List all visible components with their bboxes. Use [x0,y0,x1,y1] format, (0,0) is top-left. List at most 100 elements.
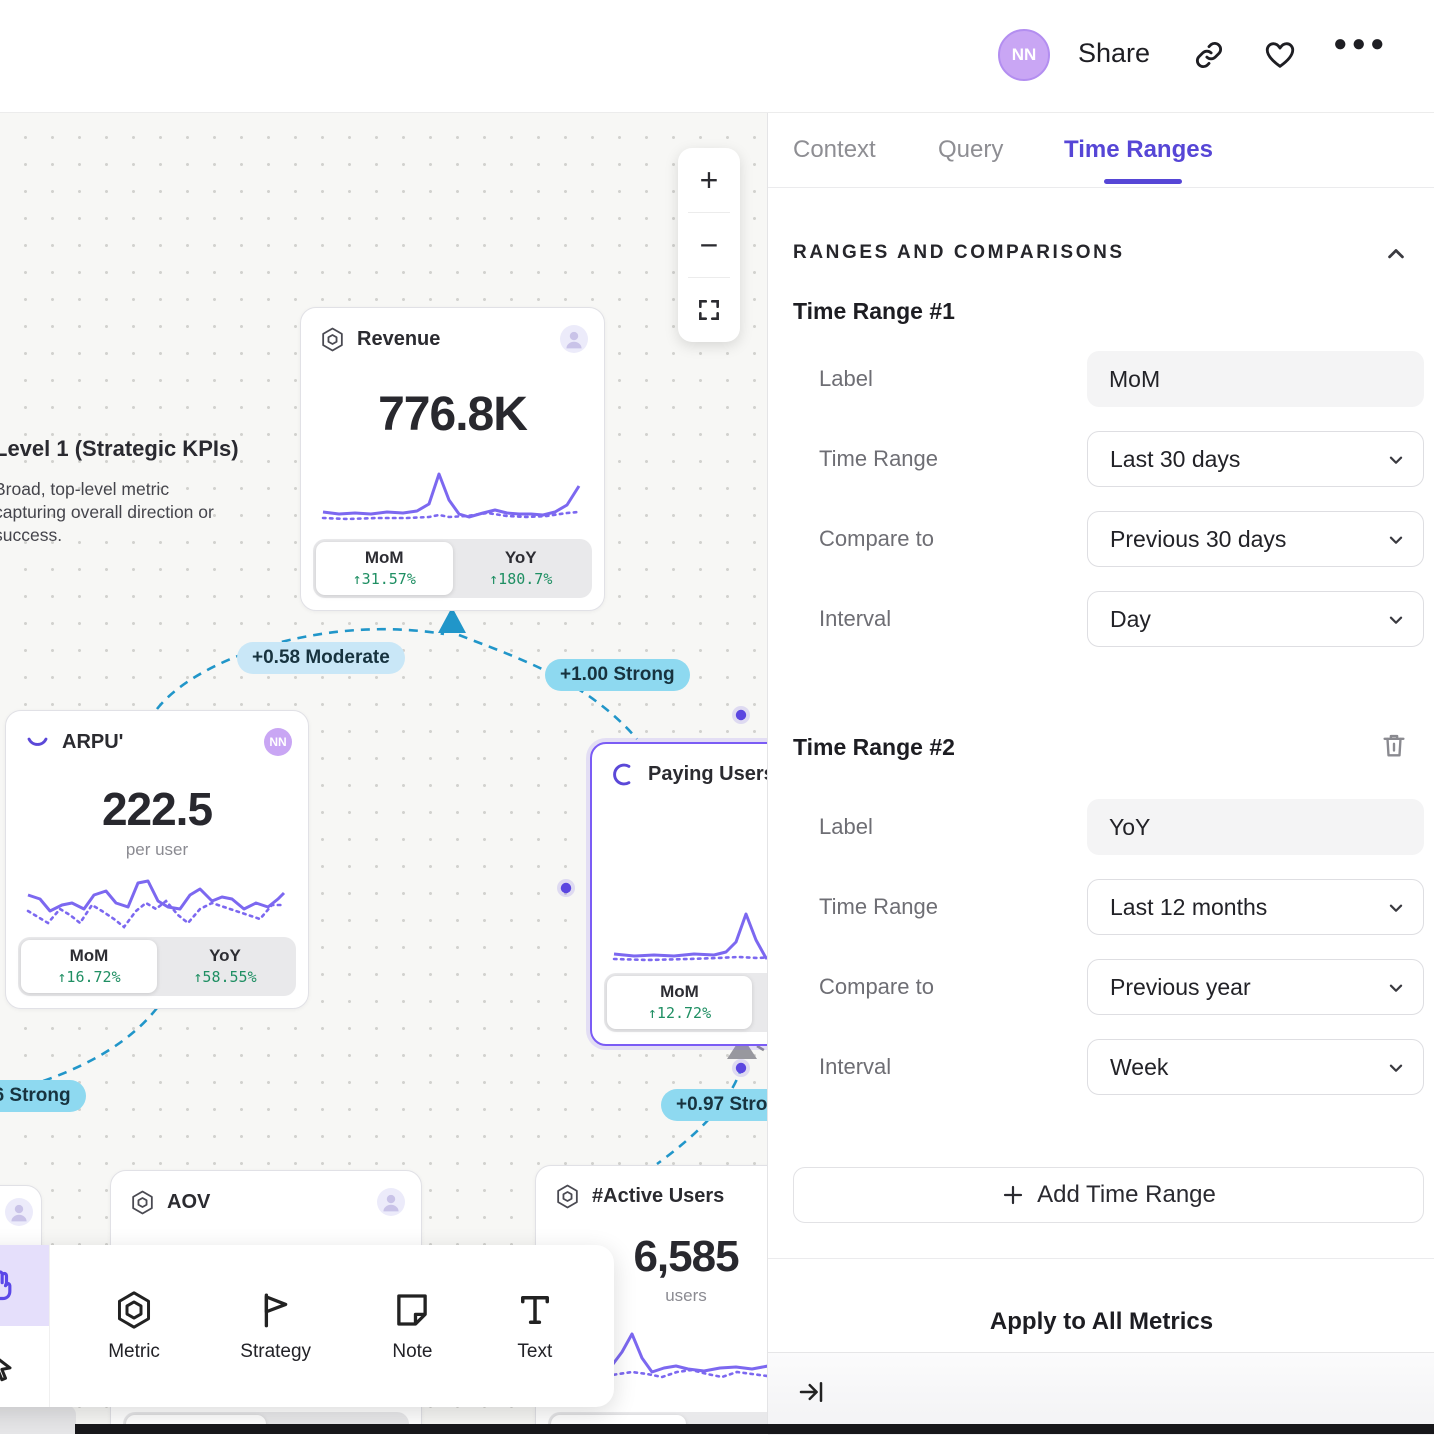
compare-to-select[interactable]: Previous 30 days [1087,511,1424,567]
collaborator-avatar: NN [264,728,292,756]
user-avatar[interactable]: NN [998,29,1050,81]
metric-card-revenue[interactable]: Revenue 776.8K MoM ↑31.57% YoY ↑180.7% [300,307,605,611]
zoom-out-button[interactable]: − [699,226,719,263]
metric-value: 6,585 [633,1232,739,1281]
sparkline [321,472,581,521]
time-range-field-label: Time Range [819,446,939,471]
chevron-down-icon [1385,977,1407,999]
group-annotation-body: Broad, top-level metric capturing overal… [0,479,214,546]
metric-value: 776.8K [378,388,528,441]
correlation-badge: +0.97 Strong [661,1089,767,1121]
compare-to-select[interactable]: Previous year [1087,959,1424,1015]
add-time-range-button[interactable]: Add Time Range [793,1167,1424,1223]
yoy-toggle[interactable]: YoY [752,976,767,1029]
compare-to-field-label: Compare to [819,974,934,999]
metric-title: ARPU' [62,730,124,753]
active-tab-indicator [1104,179,1182,184]
metric-value: 222.5 [101,783,213,835]
mom-toggle[interactable]: MoM ↑12.72% [607,976,752,1029]
zoom-widget: + − [678,148,740,342]
chevron-down-icon [1385,529,1407,551]
time-range-toggle-group: MoM ↑31.57% YoY ↑180.7% [313,539,592,598]
metric-title: Revenue [357,327,441,350]
mom-change: ↑31.57% [352,570,416,588]
metric-card-paying-users[interactable]: Paying Users' 3,49 users MoM ↑12.72% YoY [590,742,767,1046]
label-input[interactable]: YoY [1087,799,1424,855]
apply-to-all-metrics-button[interactable]: Apply to All Metrics [989,1308,1214,1335]
chevron-down-icon [1385,897,1407,919]
mom-change: ↑12.72% [647,1004,712,1022]
mom-change: ↑16.72% [57,968,121,986]
yoy-change: ↑180.7% [489,570,553,588]
metric-hexagon-icon [319,326,346,353]
label-field-label: Label [819,366,873,391]
tool-strategy[interactable]: Strategy [240,1289,311,1363]
hand-tool[interactable] [0,1245,49,1326]
group-annotation-title: Level 1 (Strategic KPIs) [0,436,239,461]
metric-tree-canvas[interactable]: Level 1 (Strategic KPIs) Broad, top-leve… [0,112,767,1434]
interval-field-label: Interval [819,606,892,631]
app-header: NN Share ●●● [0,0,1434,113]
metric-value: 3,49 [592,816,767,870]
time-range-select[interactable]: Last 12 months [1087,879,1424,935]
yoy-change: ↑58.55% [193,968,257,986]
interval-select[interactable]: Day [1087,591,1424,647]
collapse-panel-icon[interactable] [796,1377,826,1407]
tab-time-ranges[interactable]: Time Ranges [1064,136,1213,163]
more-menu-icon[interactable]: ●●● [1333,30,1389,57]
chevron-down-icon [1385,449,1407,471]
time-range-field-label: Time Range [819,894,939,919]
correlation-badge: 66 Strong [0,1080,86,1112]
metric-title: AOV [167,1190,211,1213]
time-range-toggle-group: MoM ↑16.72% YoY ↑58.55% [18,937,296,996]
partial-toggle-group [0,1405,76,1434]
metric-hexagon-icon [129,1189,156,1216]
metric-title: #Active Users [592,1185,725,1207]
owner-avatar-icon [560,325,588,353]
metric-unit: per user [125,840,189,859]
correlation-badge: +0.58 Moderate [237,642,405,674]
favorite-icon[interactable] [1262,38,1298,72]
copy-link-icon[interactable] [1192,38,1226,72]
owner-avatar-icon [5,1198,33,1226]
interval-select[interactable]: Week [1087,1039,1424,1095]
yoy-toggle[interactable]: YoY ↑58.55% [157,940,293,993]
select-tool[interactable] [0,1326,49,1407]
tab-context[interactable]: Context [793,136,876,163]
metric-hexagon-icon [554,1183,581,1210]
tool-metric[interactable]: Metric [108,1289,160,1363]
tool-note[interactable]: Note [391,1289,433,1363]
metric-card-arpu[interactable]: ARPU' NN 222.5 per user MoM ↑16.72% YoY … [5,710,309,1009]
toolbar-tools: Metric Strategy Note Text [50,1245,614,1407]
plus-icon [1004,1185,1023,1205]
compare-to-field-label: Compare to [819,526,934,551]
label-input[interactable]: MoM [1087,351,1424,407]
bottom-window-edge [75,1424,1434,1434]
zoom-in-button[interactable]: + [699,161,719,198]
delete-time-range-icon[interactable] [1379,730,1409,760]
section-header: RANGES AND COMPARISONS [793,242,1125,263]
metric-title: Paying Users' [648,763,767,785]
collapse-section-icon[interactable] [1382,240,1410,268]
share-button[interactable]: Share [1078,38,1151,68]
loading-arc-icon [610,761,637,788]
mom-toggle[interactable]: MoM ↑16.72% [21,940,157,993]
fit-screen-button[interactable] [678,278,740,342]
time-range-2-title: Time Range #2 [793,734,955,760]
yoy-toggle[interactable]: YoY ↑180.7% [453,542,590,595]
time-range-select[interactable]: Last 30 days [1087,431,1424,487]
tool-text[interactable]: Text [514,1289,556,1363]
metric-unit: users [665,1286,707,1305]
sparkline [26,879,286,929]
settings-panel: Context Query Time Ranges RANGES AND COM… [767,112,1434,1435]
canvas-toolbar: Metric Strategy Note Text [0,1245,614,1407]
tab-query[interactable]: Query [938,136,1004,163]
chevron-down-icon [1385,1057,1407,1079]
chevron-down-icon [1385,609,1407,631]
loading-arc-icon [24,729,51,756]
correlation-badge: +1.00 Strong [545,659,690,691]
mom-toggle[interactable]: MoM ↑31.57% [316,542,453,595]
sparkline [612,912,767,962]
owner-avatar-icon [377,1188,405,1216]
interval-field-label: Interval [819,1054,892,1079]
